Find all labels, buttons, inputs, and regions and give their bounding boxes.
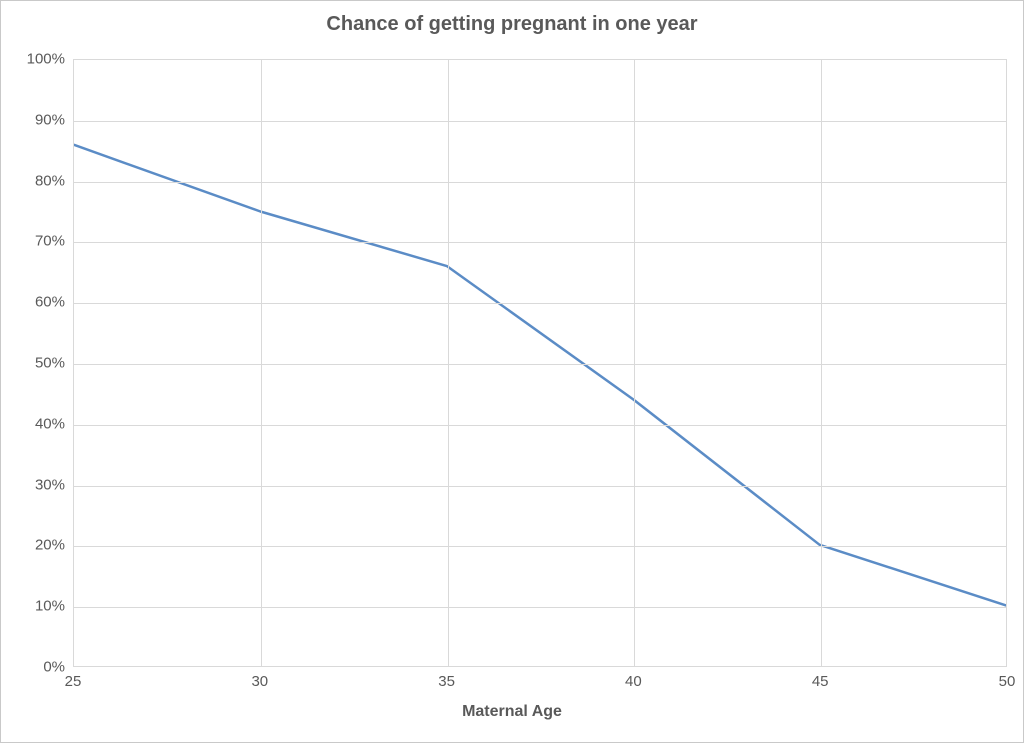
x-tick-label: 35 — [438, 673, 455, 690]
y-tick-label: 30% — [35, 476, 65, 493]
chart-container: Chance of getting pregnant in one year 0… — [0, 0, 1024, 743]
chart-title: Chance of getting pregnant in one year — [1, 13, 1023, 36]
grid-line-horizontal — [74, 182, 1006, 183]
x-tick-label: 50 — [999, 673, 1016, 690]
y-tick-label: 60% — [35, 294, 65, 311]
x-tick-label: 45 — [812, 673, 829, 690]
line-chart-svg — [74, 60, 1006, 666]
grid-line-horizontal — [74, 121, 1006, 122]
grid-line-horizontal — [74, 425, 1006, 426]
grid-line-vertical — [821, 60, 822, 666]
y-tick-label: 70% — [35, 233, 65, 250]
y-tick-label: 50% — [35, 355, 65, 372]
y-tick-label: 80% — [35, 172, 65, 189]
grid-line-horizontal — [74, 242, 1006, 243]
grid-line-horizontal — [74, 364, 1006, 365]
grid-line-vertical — [448, 60, 449, 666]
y-axis-ticks: 0%10%20%30%40%50%60%70%80%90%100% — [1, 59, 73, 667]
x-tick-label: 30 — [251, 673, 268, 690]
y-tick-label: 0% — [43, 659, 65, 676]
y-tick-label: 10% — [35, 598, 65, 615]
y-tick-label: 40% — [35, 415, 65, 432]
x-axis-ticks: 253035404550 — [73, 667, 1007, 697]
x-tick-label: 25 — [65, 673, 82, 690]
y-tick-label: 100% — [27, 51, 65, 68]
grid-line-vertical — [261, 60, 262, 666]
grid-line-horizontal — [74, 607, 1006, 608]
y-tick-label: 90% — [35, 111, 65, 128]
data-line — [74, 145, 1006, 606]
grid-line-horizontal — [74, 546, 1006, 547]
grid-line-vertical — [634, 60, 635, 666]
plot-area — [73, 59, 1007, 667]
y-tick-label: 20% — [35, 537, 65, 554]
x-tick-label: 40 — [625, 673, 642, 690]
x-axis-title: Maternal Age — [1, 703, 1023, 721]
grid-line-horizontal — [74, 303, 1006, 304]
grid-line-horizontal — [74, 486, 1006, 487]
